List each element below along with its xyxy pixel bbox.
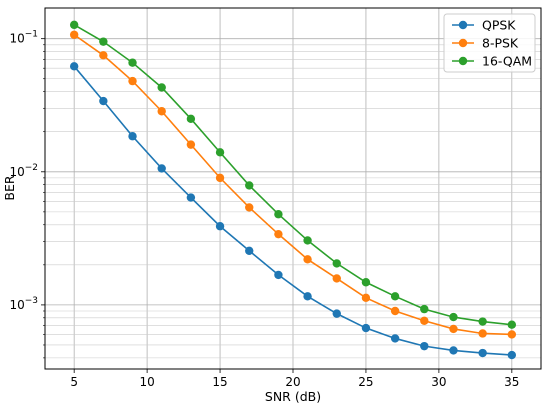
data-point-16-qam [361, 278, 371, 287]
data-point-16-qam [507, 320, 517, 329]
data-point-16-qam [245, 181, 254, 190]
legend-marker-8-psk [458, 38, 468, 48]
data-point-qpsk [390, 334, 400, 343]
data-point-qpsk [478, 348, 487, 358]
data-point-8-psk [274, 229, 283, 239]
data-point-qpsk [186, 193, 196, 202]
data-point-qpsk [274, 270, 283, 280]
data-point-qpsk [157, 164, 166, 173]
data-point-8-psk [128, 76, 137, 86]
legend-marker-qpsk [458, 20, 468, 30]
x-axis-label: SNR (dB) [265, 389, 321, 404]
legend-box [443, 13, 536, 73]
data-point-16-qam [69, 20, 79, 30]
x-tick-label: 15 [212, 375, 227, 389]
data-point-qpsk [69, 62, 79, 71]
data-point-16-qam [128, 58, 137, 67]
data-point-8-psk [507, 330, 517, 339]
data-point-16-qam [420, 304, 429, 314]
data-point-8-psk [449, 324, 458, 334]
grid [45, 8, 541, 369]
data-point-qpsk [507, 350, 517, 360]
data-point-8-psk [478, 329, 487, 338]
data-point-qpsk [449, 346, 458, 355]
data-point-qpsk [303, 292, 312, 301]
data-point-8-psk [420, 316, 429, 325]
data-point-16-qam [390, 292, 400, 301]
x-tick-label: 10 [139, 375, 154, 389]
data-point-16-qam [274, 210, 283, 219]
x-tick-label: 20 [285, 375, 300, 389]
legend-label-qpsk: QPSK [482, 18, 516, 33]
data-point-16-qam [303, 236, 312, 245]
data-point-8-psk [99, 51, 108, 60]
data-point-8-psk [390, 306, 400, 316]
x-tick-label: 30 [431, 375, 446, 389]
data-point-16-qam [478, 317, 487, 326]
data-point-16-qam [449, 312, 458, 322]
x-tick-label: 35 [504, 375, 519, 389]
data-point-16-qam [99, 37, 108, 46]
data-point-8-psk [186, 140, 196, 149]
data-point-16-qam [215, 148, 225, 157]
legend-marker-16-qam [458, 56, 468, 66]
axis-ticks: 5 10 15 20 25 30 35 10−3 10−2 10−1 [9, 30, 519, 389]
series-line-qpsk [73, 65, 512, 356]
data-point-qpsk [245, 246, 254, 255]
x-tick-label: 5 [70, 375, 78, 389]
data-point-qpsk [361, 323, 371, 333]
data-point-qpsk [420, 341, 429, 351]
legend-label-8-psk: 8-PSK [482, 36, 519, 51]
legend-label-16-qam: 16-QAM [482, 54, 532, 69]
data-point-qpsk [332, 309, 341, 318]
data-point-qpsk [128, 132, 137, 141]
y-tick-label: 10−1 [9, 30, 38, 46]
data-point-8-psk [332, 274, 341, 283]
x-tick-label: 25 [358, 375, 373, 389]
data-point-16-qam [332, 259, 341, 268]
data-point-8-psk [245, 203, 254, 212]
y-axis-label: BER [2, 175, 17, 200]
series-line-16-qam [73, 24, 512, 326]
data-point-8-psk [303, 255, 312, 264]
series-layer [69, 20, 517, 360]
data-point-qpsk [215, 222, 225, 231]
data-point-8-psk [361, 293, 371, 303]
y-tick-label: 10−3 [9, 296, 38, 312]
data-point-8-psk [69, 30, 79, 39]
legend: QPSK 8-PSK 16-QAM [443, 13, 536, 73]
data-point-16-qam [186, 114, 196, 124]
data-point-8-psk [215, 173, 225, 183]
data-point-16-qam [157, 83, 166, 92]
data-point-qpsk [99, 96, 108, 106]
series-line-8-psk [73, 34, 512, 336]
y-tick-label: 10−2 [9, 163, 38, 179]
data-point-8-psk [157, 107, 166, 116]
